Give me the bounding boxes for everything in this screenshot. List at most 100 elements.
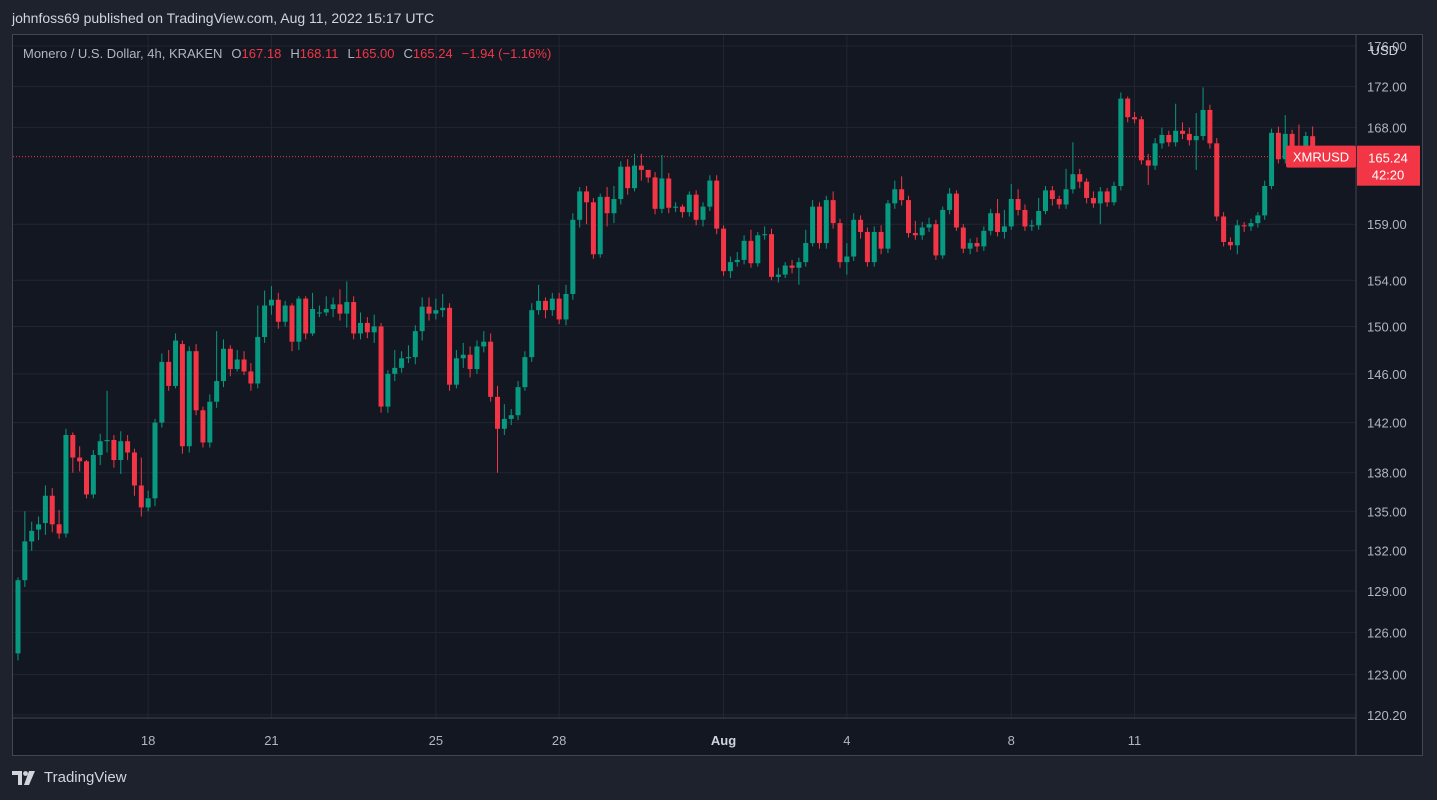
- candle-body: [762, 234, 768, 236]
- legend-symbol: Monero / U.S. Dollar, 4h, KRAKEN: [23, 46, 223, 61]
- candle-body: [262, 305, 268, 337]
- candle-body: [200, 410, 206, 443]
- candle-body: [632, 165, 637, 189]
- candle-body: [1125, 98, 1131, 118]
- candle-body: [419, 306, 425, 332]
- time-axis[interactable]: 18 21 25 28 Aug 4 8 11: [141, 733, 1141, 748]
- candle-body: [440, 307, 446, 311]
- candlestick-chart[interactable]: 176.00 172.00 168.00 159.00 154.00 150.00 146.…: [13, 35, 1422, 755]
- candle-body: [604, 196, 610, 214]
- candle-body: [515, 387, 521, 416]
- candle-body: [481, 341, 487, 347]
- candle-body: [97, 441, 103, 456]
- candle-body: [885, 203, 891, 249]
- candle-body: [666, 178, 672, 208]
- candle-body: [36, 524, 42, 530]
- chart-panel[interactable]: 176.00 172.00 168.00 159.00 154.00 150.00 146.…: [12, 34, 1423, 756]
- candle-body: [542, 300, 548, 311]
- candle-body: [152, 422, 158, 499]
- candle-body: [974, 243, 980, 247]
- candle-body: [405, 357, 411, 359]
- grid: [13, 35, 1356, 718]
- candle-body: [693, 194, 699, 220]
- candle-body: [981, 230, 987, 247]
- candle-body: [179, 344, 185, 447]
- y-tick-label: 168.00: [1367, 121, 1407, 136]
- candle-body: [686, 194, 692, 213]
- candle-body: [748, 240, 754, 264]
- candle-body: [727, 262, 733, 272]
- price-axis[interactable]: 176.00 172.00 168.00 159.00 154.00 150.00 146.…: [1367, 39, 1407, 723]
- candle-body: [796, 262, 802, 268]
- y-tick-label: 176.00: [1367, 39, 1407, 54]
- candle-body: [1262, 186, 1268, 216]
- ticker-tag: XMRUSD: [1293, 150, 1349, 165]
- candle-body: [892, 189, 898, 204]
- last-price-tag: XMRUSD 165.24 42:20: [1286, 145, 1420, 186]
- x-tick-label: 28: [552, 733, 566, 748]
- candle-body: [721, 228, 727, 272]
- candle-body: [734, 259, 740, 263]
- candle-body: [1056, 199, 1062, 205]
- candle-body: [577, 191, 583, 220]
- candle-body: [1193, 135, 1199, 141]
- candle-body: [49, 495, 55, 525]
- candle-body: [70, 434, 76, 458]
- footer-brand[interactable]: TradingView: [12, 769, 127, 786]
- candle-body: [1145, 160, 1151, 166]
- candle-body: [1159, 134, 1165, 144]
- candle-body: [1138, 119, 1144, 161]
- legend-close-value: 165.24: [412, 46, 453, 61]
- legend-close-label: C: [403, 46, 413, 61]
- y-tick-label: 129.00: [1367, 584, 1407, 599]
- candle-body: [878, 231, 884, 249]
- candle-body: [1070, 174, 1076, 190]
- candle-body: [159, 361, 165, 423]
- x-tick-label: 21: [264, 733, 278, 748]
- candle-body: [960, 227, 966, 249]
- candle-body: [830, 200, 836, 224]
- y-tick-label: 172.00: [1367, 79, 1407, 94]
- y-tick-label: 120.20: [1367, 708, 1407, 723]
- candle-body: [912, 233, 918, 236]
- candle-body: [522, 357, 528, 388]
- candle-body: [29, 530, 35, 542]
- y-tick-label: 142.00: [1367, 416, 1407, 431]
- candle-body: [995, 213, 1001, 232]
- candle-body: [173, 340, 179, 386]
- candle-body: [1221, 216, 1227, 242]
- candle-body: [1090, 197, 1096, 204]
- tradingview-logo-icon: [12, 770, 35, 785]
- candle-body: [412, 331, 418, 358]
- axis-currency[interactable]: USD: [1370, 43, 1398, 58]
- candle-body: [1227, 241, 1233, 246]
- candle-body: [679, 206, 685, 213]
- candle-body: [248, 371, 254, 384]
- price-tag-value: 165.24: [1368, 151, 1408, 166]
- candle-body: [234, 359, 240, 370]
- x-tick-label: 25: [429, 733, 443, 748]
- candle-body: [1241, 225, 1247, 227]
- candle-body: [90, 455, 96, 495]
- candle-body: [638, 165, 644, 170]
- candle-body: [714, 180, 720, 229]
- candle-body: [447, 307, 453, 385]
- candle-body: [549, 298, 555, 311]
- candle-body: [1275, 132, 1281, 160]
- x-tick-label: 18: [141, 733, 155, 748]
- candle-body: [844, 256, 850, 263]
- legend-high-label: H: [290, 46, 300, 61]
- candle-body: [810, 206, 816, 244]
- candle-body: [1207, 109, 1213, 144]
- candle-body: [316, 312, 322, 314]
- candle-body: [433, 310, 439, 314]
- candle-body: [1180, 130, 1185, 134]
- candle-body: [906, 200, 911, 234]
- candle-body: [1200, 109, 1206, 136]
- y-tick-label: 146.00: [1367, 367, 1407, 382]
- candle-body: [221, 348, 226, 382]
- y-tick-label: 138.00: [1367, 466, 1407, 481]
- candle-body: [803, 243, 809, 263]
- x-tick-label: 4: [843, 733, 850, 748]
- candle-body: [584, 191, 590, 203]
